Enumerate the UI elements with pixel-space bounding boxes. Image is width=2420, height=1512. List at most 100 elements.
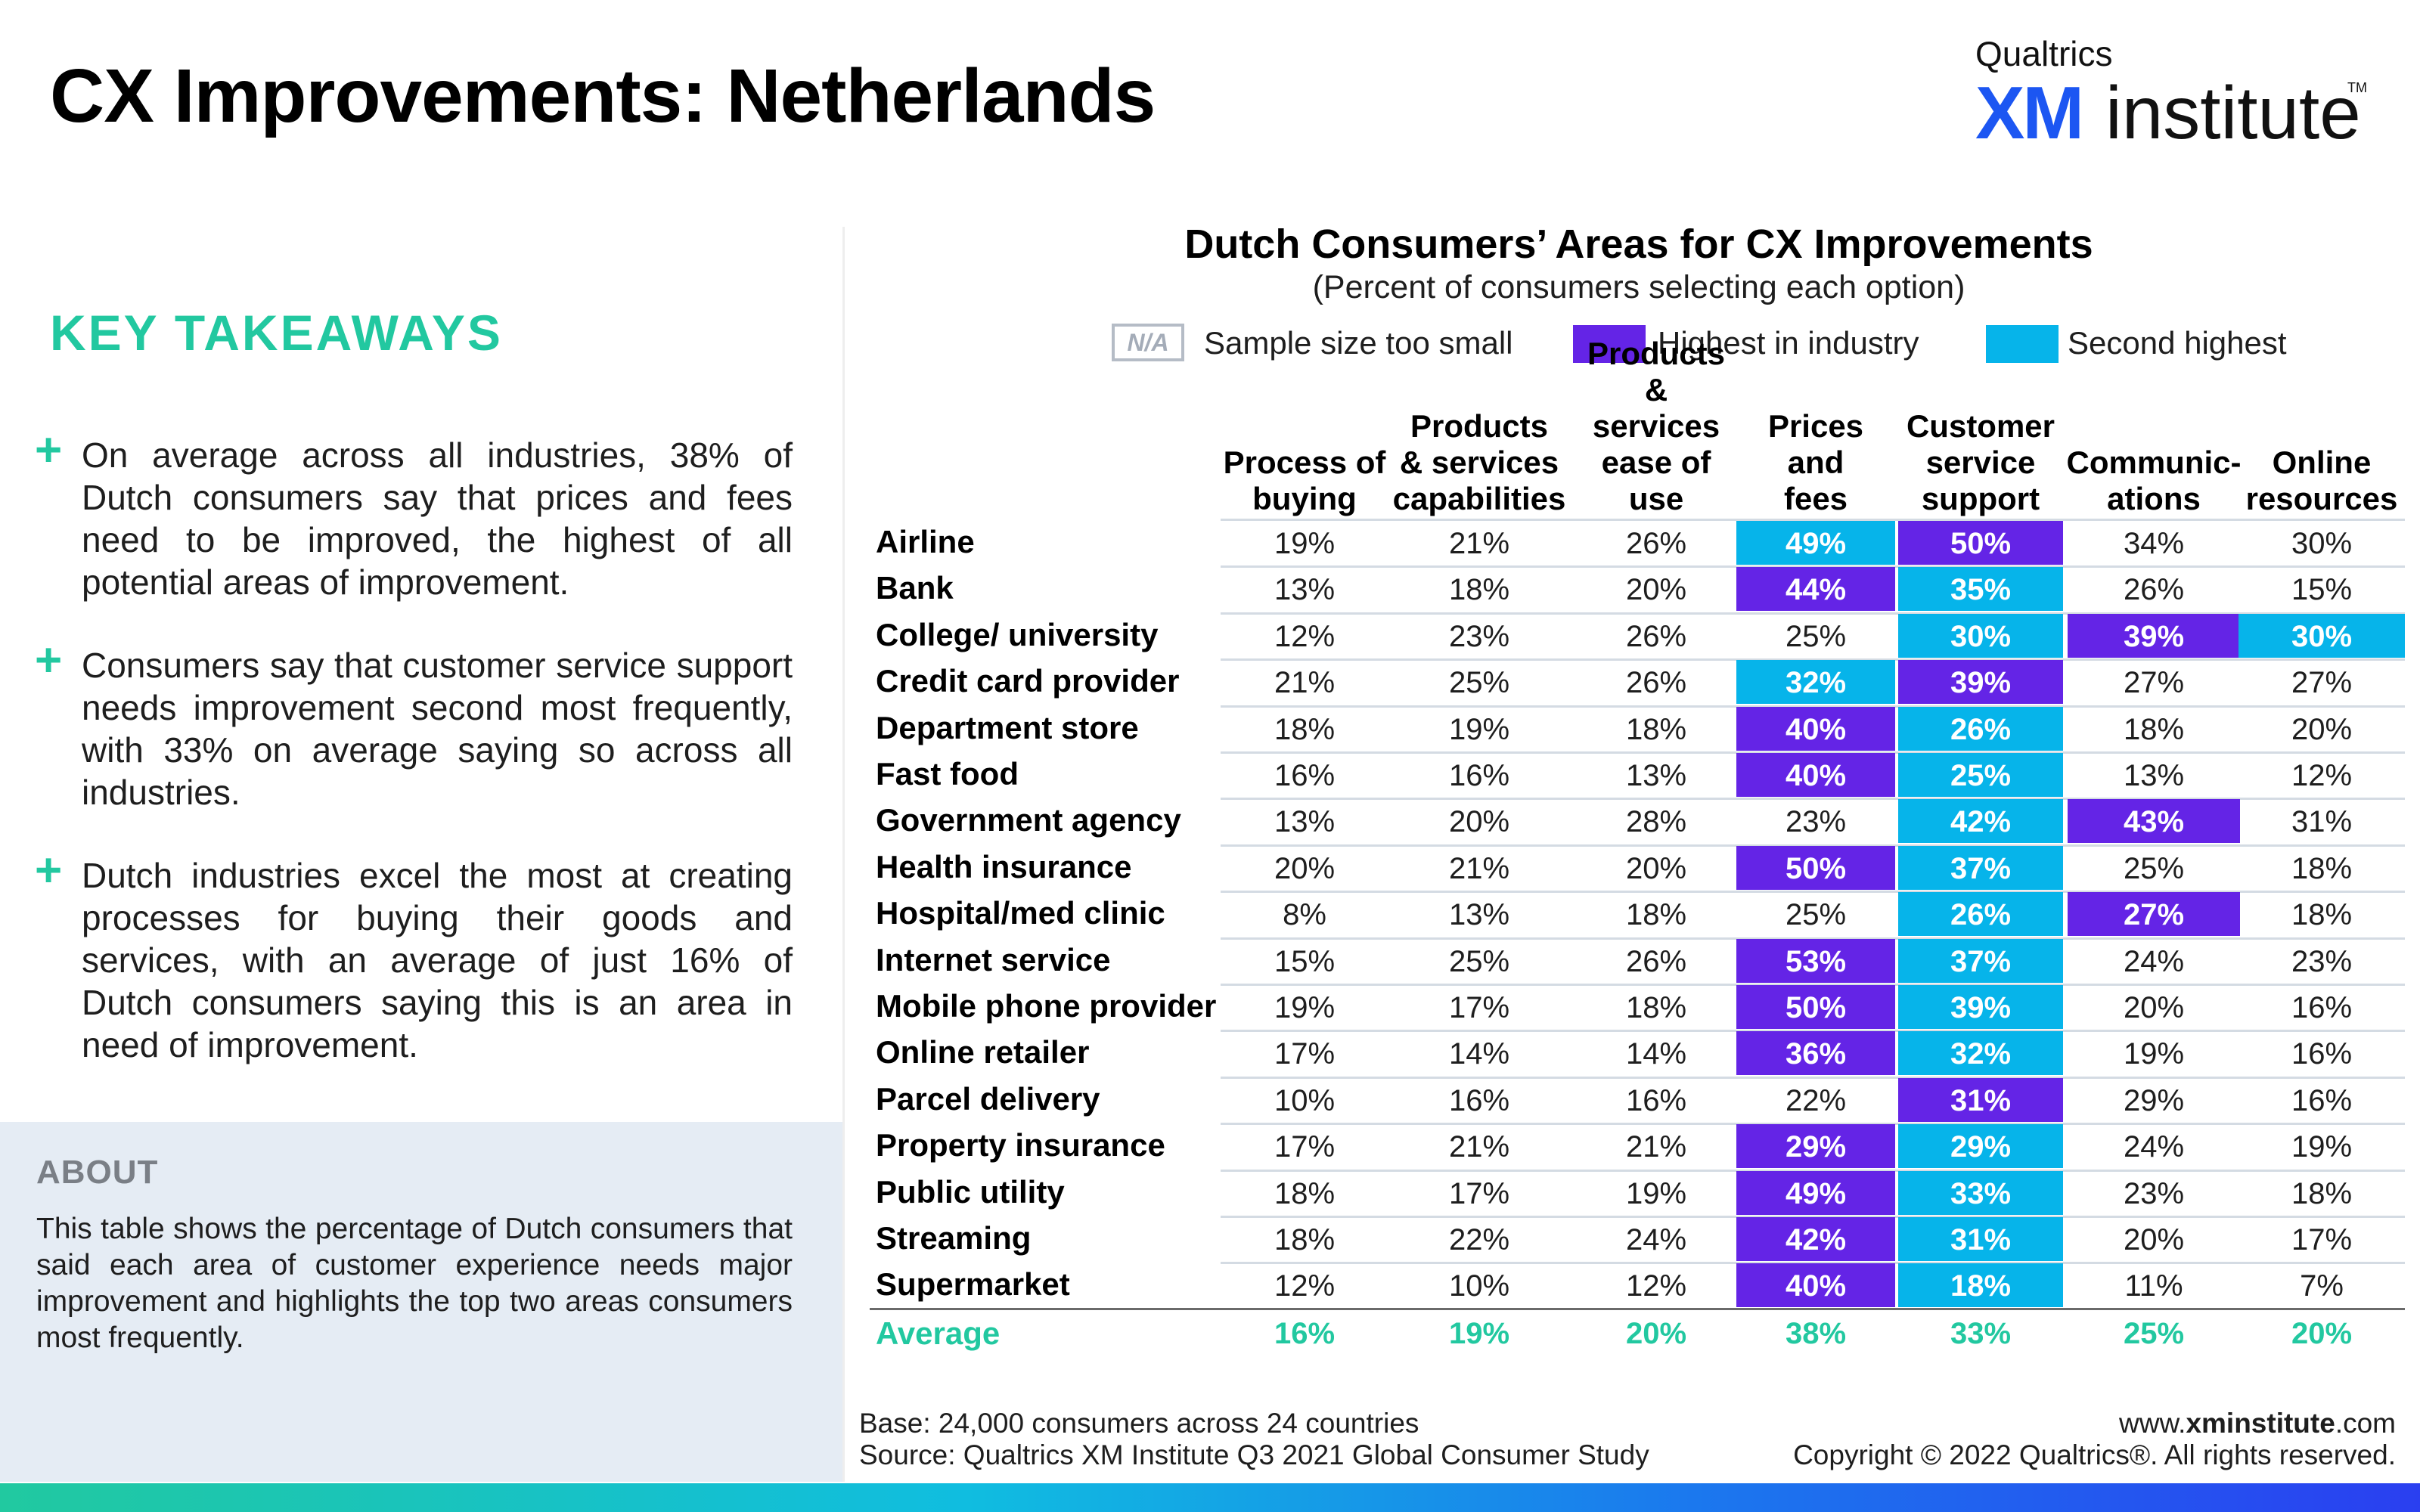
table-cell: 25% [1448, 944, 1510, 978]
table-cell: 24% [2123, 1130, 2185, 1164]
row-label: Fast food [876, 756, 1019, 792]
table-cell: 50% [1736, 985, 1895, 1029]
table-cell: 21% [1274, 666, 1336, 700]
chart-title: Dutch Consumers’ Areas for CX Improvemen… [1184, 222, 2093, 267]
table-cell: 19% [1274, 991, 1336, 1024]
table-cell: 26% [1898, 706, 2063, 751]
table-cell: 18% [1274, 1176, 1336, 1210]
table-cell: 16% [2291, 1083, 2353, 1117]
table-cell: 21% [1448, 851, 1510, 885]
table-cell: 18% [2123, 712, 2185, 746]
table-cell: 30% [2291, 527, 2353, 560]
legend-second-label: Second highest [2068, 325, 2287, 361]
table-cell: 20% [1625, 851, 1687, 885]
table-cell: 20% [1448, 805, 1510, 839]
table-cell: 40% [1736, 753, 1895, 797]
legend-highest-swatch [1573, 325, 1646, 363]
average-cell: 20% [2291, 1316, 2353, 1350]
table-cell: 50% [1898, 521, 2063, 565]
brand-xm: XM [1975, 71, 2084, 154]
table-cell: 42% [1736, 1217, 1895, 1261]
table-cell: 11% [2124, 1269, 2183, 1303]
table-cell: 18% [2291, 898, 2353, 932]
row-divider [1221, 1216, 2405, 1218]
table-cell: 53% [1736, 938, 1895, 983]
chart-subtitle: (Percent of consumers selecting each opt… [1312, 269, 1965, 305]
table-cell: 12% [1274, 619, 1336, 653]
table-cell: 39% [1898, 660, 2063, 705]
row-label: Mobile phone provider [876, 988, 1217, 1024]
vertical-divider [842, 227, 845, 1482]
row-label: Airline [876, 524, 975, 559]
table-cell: 25% [1898, 753, 2063, 797]
table-cell: 29% [1898, 1124, 2063, 1169]
table-cell: 13% [2123, 759, 2185, 792]
table-cell: 37% [1898, 845, 2063, 890]
table-cell: 34% [2123, 527, 2185, 560]
table-cell: 20% [2291, 712, 2353, 746]
table-cell: 12% [2291, 759, 2353, 792]
row-label: Parcel delivery [876, 1080, 1100, 1117]
average-cell: 33% [1950, 1316, 2012, 1350]
header-divider [1221, 519, 2405, 521]
legend-second-swatch [1986, 325, 2059, 363]
legend-highest-label: Highest in industry [1658, 325, 1919, 361]
table-cell: 19% [2291, 1130, 2353, 1164]
table-cell: 19% [1274, 527, 1336, 560]
table-cell: 18% [1625, 991, 1687, 1024]
table-cell: 19% [2123, 1037, 2185, 1071]
table-cell: 26% [1625, 944, 1687, 978]
row-label: Hospital/med clinic [876, 895, 1165, 931]
brand-tm: TM [2347, 80, 2367, 95]
footer-source: Base: 24,000 consumers across 24 countri… [859, 1408, 1649, 1471]
average-cell: 16% [1274, 1316, 1336, 1350]
row-divider [1221, 937, 2405, 940]
row-divider [1221, 798, 2405, 801]
table-cell: 16% [1448, 1083, 1510, 1117]
table-cell: 42% [1898, 799, 2063, 844]
column-header: Communic-ations [2066, 445, 2242, 516]
row-label: Property insurance [876, 1127, 1165, 1163]
footer-url[interactable]: www.xminstitute.com [2119, 1408, 2396, 1439]
column-header: Products & services capabilities [1392, 408, 1566, 516]
table-cell: 19% [1625, 1176, 1687, 1210]
table-cell: 16% [1274, 759, 1336, 792]
row-label: Department store [876, 709, 1139, 745]
table-cell: 30% [1898, 613, 2063, 658]
table-cell: 10% [1448, 1269, 1510, 1303]
table-cell: 18% [1625, 712, 1687, 746]
brand-qualtrics: Qualtrics [1975, 34, 2113, 73]
table-cell: 44% [1736, 567, 1895, 612]
legend-na-label: Sample size too small [1204, 325, 1513, 361]
table-cell: 30% [2238, 613, 2405, 658]
table-cell: 32% [1736, 660, 1895, 705]
row-divider [1221, 984, 2405, 986]
table-cell: 24% [1625, 1223, 1687, 1256]
table-cell: 23% [2291, 944, 2353, 978]
table-cell: 32% [1898, 1031, 2063, 1076]
row-divider [1221, 1076, 2405, 1079]
table-cell: 14% [1448, 1037, 1510, 1071]
table-cell: 18% [1448, 573, 1510, 607]
average-cell: 25% [2123, 1316, 2185, 1350]
average-cell: 38% [1785, 1316, 1847, 1350]
table-cell: 28% [1625, 805, 1687, 839]
row-divider [1221, 1123, 2405, 1126]
column-header: Prices and fees [1767, 408, 1864, 516]
table-cell: 15% [1274, 944, 1336, 978]
average-cell: 20% [1625, 1316, 1687, 1350]
table-cell: 18% [1625, 898, 1687, 932]
table-cell: 17% [1448, 991, 1510, 1024]
row-label: Supermarket [876, 1266, 1070, 1303]
table-cell: 18% [1274, 712, 1336, 746]
row-divider [1221, 658, 2405, 662]
table-cell: 20% [1274, 851, 1336, 885]
table-cell: 33% [1898, 1170, 2063, 1215]
table-cell: 26% [1625, 619, 1687, 653]
about-panel: ABOUT This table shows the percentage of… [0, 1122, 842, 1482]
footer-copyright: www.xminstitute.com Copyright © 2022 Qua… [1793, 1408, 2396, 1471]
qualtrics-xm-institute-logo: Qualtrics XM institute TM [1975, 33, 2369, 154]
footer-base: Base: 24,000 consumers across 24 countri… [859, 1408, 1419, 1439]
row-label: Government agency [876, 802, 1181, 838]
key-takeaways-heading: KEY TAKEAWAYS [50, 305, 503, 361]
